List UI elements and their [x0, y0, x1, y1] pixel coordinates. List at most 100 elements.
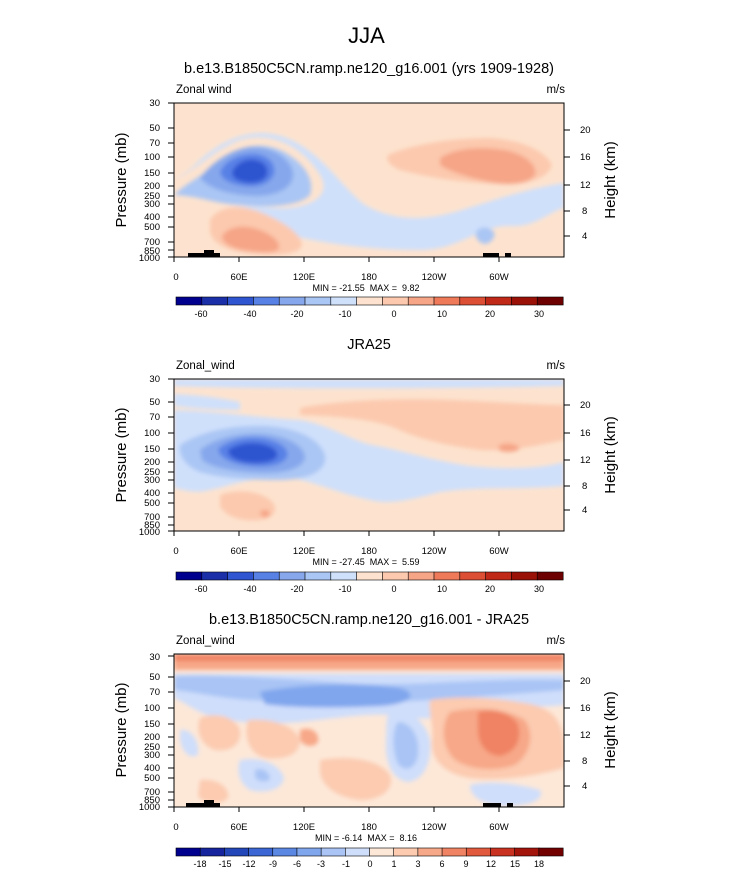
y-tick-label: 150: [144, 719, 160, 730]
y-tick-label: 700: [144, 237, 160, 248]
y-right-tick-label: 8: [582, 206, 587, 217]
panel-3-colorbar: -18 -15 -12 -9 -6 -3 -1 0 1 3 6 9 12 15 …: [175, 847, 564, 869]
colorbar-label: 20: [485, 309, 495, 319]
panel-3: b.e13.B1850C5CN.ramp.ne120_g16.001 - JRA…: [113, 612, 619, 869]
panel-1-colorbar: -60 -40 -20 -10 0 10 20 30: [175, 296, 564, 319]
x-tick-label: 120W: [422, 546, 447, 557]
panel-1-units: m/s: [546, 84, 565, 96]
colorbar-label: -1: [342, 859, 350, 869]
colorbar-label: 18: [534, 859, 544, 869]
colorbar-label: 15: [510, 859, 520, 869]
panel-3-field: [174, 654, 564, 807]
y-right-tick-label: 8: [582, 481, 587, 492]
x-tick-label: 180: [361, 822, 377, 833]
x-tick-label: 180: [361, 272, 377, 283]
x-tick-label: 0: [173, 546, 178, 557]
y-tick-label: 30: [149, 374, 160, 385]
y-right-tick-label: 12: [580, 730, 591, 741]
y-tick-label: 50: [149, 397, 160, 408]
figure-title: JJA: [348, 23, 385, 48]
panel-1: b.e13.B1850C5CN.ramp.ne120_g16.001 (yrs …: [113, 61, 619, 319]
y-tick-label: 700: [144, 787, 160, 798]
colorbar-cell: [201, 571, 229, 581]
y-tick-label: 50: [149, 123, 160, 134]
panel-2-title: JRA25: [347, 337, 391, 353]
colorbar-label: 0: [367, 859, 372, 869]
x-tick-label: 60W: [489, 822, 509, 833]
colorbar-label: -6: [293, 859, 301, 869]
y-tick-label: 1000: [139, 253, 160, 264]
colorbar-cell: [199, 847, 225, 857]
colorbar-label: -60: [194, 584, 207, 594]
colorbar-cell: [485, 296, 512, 306]
y-tick-label: 500: [144, 773, 160, 784]
x-tick-label: 120E: [293, 272, 315, 283]
colorbar-cell: [433, 296, 461, 306]
y-right-tick-label: 8: [582, 756, 587, 767]
panel-2-ylabel: Pressure (mb): [113, 407, 130, 502]
y-right-tick-label: 4: [582, 505, 587, 516]
y-tick-label: 500: [144, 222, 160, 233]
y-tick-label: 250: [144, 742, 160, 753]
colorbar-label: -40: [243, 584, 256, 594]
colorbar-cell: [407, 296, 435, 306]
colorbar-label: 12: [486, 859, 496, 869]
x-tick-label: 120W: [422, 272, 447, 283]
colorbar-label: 10: [437, 584, 447, 594]
colorbar-cell: [345, 847, 370, 857]
panel-2-colorbar: -60 -40 -20 -10 0 10 20 30: [175, 571, 564, 594]
y-tick-label: 200: [144, 457, 160, 468]
y-tick-label: 30: [149, 98, 160, 109]
panel-1-field: [174, 103, 564, 257]
x-tick-label: 120W: [422, 822, 447, 833]
panel-1-y-axis: 30 50 70 100 150 200 250 300 400 500 700…: [139, 98, 160, 264]
colorbar-cell: [356, 571, 383, 581]
panel-2-variable: Zonal_wind: [176, 360, 235, 372]
y-right-tick-label: 4: [582, 781, 587, 792]
colorbar-label: -12: [242, 859, 255, 869]
colorbar-cell: [227, 571, 254, 581]
colorbar-cell: [465, 847, 491, 857]
panel-2-units: m/s: [546, 360, 565, 372]
y-tick-label: 700: [144, 512, 160, 523]
colorbar-cell: [330, 571, 358, 581]
y-right-tick-label: 12: [580, 180, 591, 191]
colorbar-cell: [536, 571, 564, 581]
colorbar-cell: [175, 847, 201, 857]
colorbar-label: -3: [317, 859, 325, 869]
y-tick-label: 100: [144, 703, 160, 714]
y-tick-label: 500: [144, 498, 160, 509]
panel-3-units: m/s: [546, 635, 565, 647]
y-right-tick-label: 16: [580, 428, 591, 439]
panel-3-topography: [186, 800, 513, 807]
panel-3-title: b.e13.B1850C5CN.ramp.ne120_g16.001 - JRA…: [209, 612, 529, 628]
colorbar-cell: [459, 571, 487, 581]
colorbar-label: 9: [463, 859, 468, 869]
y-right-tick-label: 20: [580, 125, 591, 136]
y-tick-label: 400: [144, 763, 160, 774]
colorbar-cell: [536, 296, 564, 306]
panel-2: JRA25 Zonal_wind m/s 30 50 70: [113, 337, 619, 594]
y-tick-label: 300: [144, 475, 160, 486]
y-tick-label: 1000: [139, 802, 160, 813]
x-tick-label: 0: [173, 822, 178, 833]
colorbar-cell: [253, 571, 280, 581]
colorbar-label: -20: [290, 584, 303, 594]
x-tick-label: 120E: [293, 546, 315, 557]
y-right-tick-label: 20: [580, 676, 591, 687]
colorbar-label: -20: [290, 309, 303, 319]
colorbar-label: -15: [218, 859, 231, 869]
colorbar-cell: [304, 571, 332, 581]
y-tick-label: 300: [144, 199, 160, 210]
colorbar-cell: [175, 571, 203, 581]
panel-1-stats: MIN = -21.55 MAX = 9.82: [312, 283, 419, 293]
colorbar-label: -10: [338, 309, 351, 319]
y-tick-label: 70: [149, 687, 160, 698]
colorbar-cell: [538, 847, 564, 857]
y-tick-label: 50: [149, 672, 160, 683]
colorbar-cell: [382, 571, 409, 581]
x-tick-label: 60W: [489, 272, 509, 283]
y-tick-label: 70: [149, 138, 160, 149]
y-right-tick-label: 16: [580, 703, 591, 714]
colorbar-label: 3: [415, 859, 420, 869]
